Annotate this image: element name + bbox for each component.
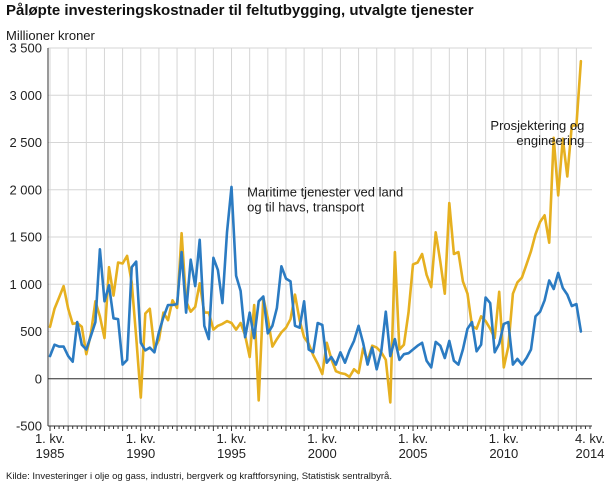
y-tick-label: 1 500 bbox=[9, 230, 42, 245]
x-tick-label: 1990 bbox=[126, 446, 155, 461]
x-tick-label: 2014 bbox=[576, 446, 605, 461]
x-tick-label: 1. kv. bbox=[126, 431, 156, 446]
x-tick-label: 1. kv. bbox=[216, 431, 246, 446]
chart-title: Påløpte investeringskostnader til feltut… bbox=[6, 2, 474, 19]
y-axis-label: Millioner kroner bbox=[6, 28, 95, 43]
series-label: og til havs, transport bbox=[247, 199, 364, 214]
x-tick-label: 2010 bbox=[489, 446, 518, 461]
series-label: Prosjektering og bbox=[490, 118, 584, 133]
y-tick-label: 3 000 bbox=[9, 88, 42, 103]
x-tick-label: 1. kv. bbox=[35, 431, 65, 446]
y-tick-label: 500 bbox=[20, 324, 42, 339]
series-line-0 bbox=[48, 59, 583, 404]
x-tick-label: 1. kv. bbox=[489, 431, 519, 446]
y-tick-label: 3 500 bbox=[9, 41, 42, 56]
x-tick-label: 1. kv. bbox=[398, 431, 428, 446]
x-tick-label: 4. kv. bbox=[575, 431, 605, 446]
x-tick-label: 1995 bbox=[217, 446, 246, 461]
y-tick-label: 1 000 bbox=[9, 277, 42, 292]
y-tick-label: 2 000 bbox=[9, 182, 42, 197]
y-tick-label: -500 bbox=[16, 419, 42, 434]
series-line-1 bbox=[48, 185, 583, 371]
y-tick-label: 0 bbox=[35, 371, 42, 386]
x-tick-label: 2000 bbox=[308, 446, 337, 461]
y-tick-label: 2 500 bbox=[9, 135, 42, 150]
series-label: Maritime tjenester ved land bbox=[247, 184, 403, 199]
x-tick-label: 2005 bbox=[399, 446, 428, 461]
line-chart: -500 0 500 1 000 1 500 2 000 2 500 3 000 3 500 1.… bbox=[9, 41, 605, 462]
x-tick-label: 1985 bbox=[36, 446, 65, 461]
source-note: Kilde: Investeringer i olje og gass, ind… bbox=[6, 471, 392, 482]
series-label: engineering bbox=[516, 133, 584, 148]
x-tick-label: 1. kv. bbox=[307, 431, 337, 446]
